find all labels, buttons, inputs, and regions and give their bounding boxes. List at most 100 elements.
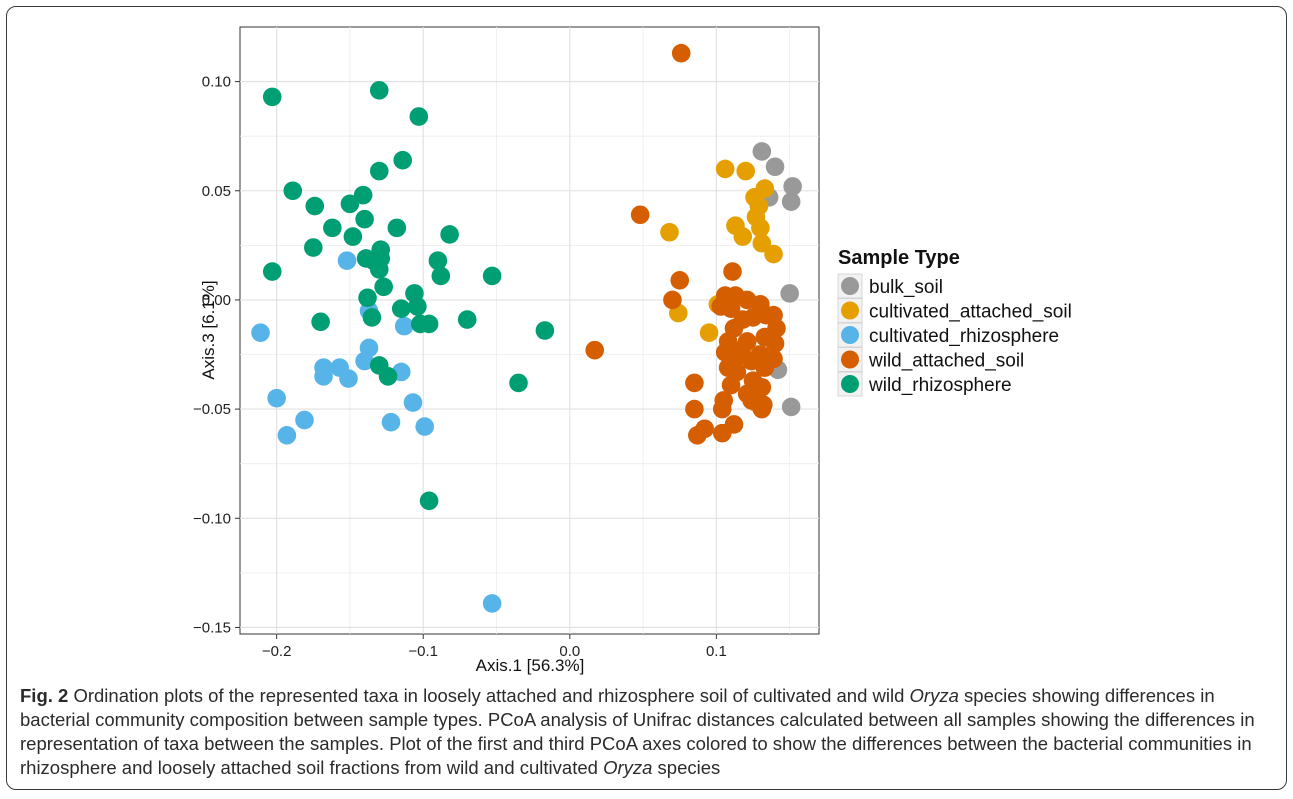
point-bulk-soil (765, 157, 785, 177)
point-wild-attached-soil (685, 399, 704, 419)
point-cultivated-attached-soil (736, 161, 756, 181)
point-wild-rhizosphere (369, 81, 389, 100)
x-tick-label: 0.1 (706, 643, 727, 660)
point-wild-rhizosphere (340, 194, 360, 214)
point-wild-rhizosphere (305, 196, 325, 216)
point-wild-rhizosphere (419, 491, 439, 511)
point-wild-attached-soil (670, 270, 690, 290)
point-cultivated-rhizosphere (277, 426, 297, 445)
legend-label-wild-rhizosphere: wild_rhizosphere (868, 375, 1012, 396)
point-wild-rhizosphere (353, 185, 373, 205)
point-cultivated-attached-soil (752, 233, 772, 253)
point-cultivated-rhizosphere (295, 410, 314, 430)
x-tick-label: −0.1 (408, 643, 438, 660)
point-wild-rhizosphere (482, 266, 502, 286)
point-cultivated-rhizosphere (339, 369, 358, 388)
legend-swatch-cultivated-attached-soil (841, 301, 859, 320)
point-cultivated-rhizosphere (482, 594, 502, 613)
y-tick-label: 0.00 (202, 292, 231, 309)
point-wild-rhizosphere (374, 277, 393, 297)
point-wild-rhizosphere (369, 161, 389, 181)
point-bulk-soil (781, 192, 801, 211)
point-wild-rhizosphere (378, 367, 398, 386)
point-wild-rhizosphere (362, 308, 382, 327)
axis-ticks: −0.2 −0.1 0.0 0.1 −0.15 −0.10 −0.05 0.00 0.05 0.1… (193, 74, 727, 660)
point-wild-attached-soil (721, 299, 741, 318)
figure-label: Fig. 2 (20, 685, 69, 706)
point-wild-rhizosphere (303, 238, 323, 257)
y-tick-label: −0.10 (193, 510, 231, 527)
point-cultivated-attached-soil (733, 227, 753, 246)
caption-text-2: species showing differences in bacterial… (20, 685, 1255, 778)
point-wild-rhizosphere (457, 310, 477, 329)
point-cultivated-attached-soil (699, 323, 719, 342)
point-wild-attached-soil (685, 373, 704, 393)
caption-italic-oryza-2: Oryza (603, 757, 653, 778)
point-wild-rhizosphere (408, 297, 427, 316)
point-cultivated-rhizosphere (381, 412, 401, 432)
y-tick-label: −0.05 (193, 401, 231, 418)
point-wild-attached-soil (752, 377, 772, 397)
point-cultivated-rhizosphere (394, 316, 414, 336)
caption-italic-oryza-1: Oryza (909, 685, 959, 706)
point-cultivated-attached-soil (715, 159, 735, 179)
point-wild-attached-soil (723, 262, 742, 281)
point-wild-attached-soil (688, 426, 707, 445)
point-wild-rhizosphere (369, 260, 389, 279)
legend-label-cultivated-rhizosphere: cultivated_rhizosphere (869, 326, 1059, 347)
point-cultivated-rhizosphere (337, 251, 357, 270)
point-cultivated-rhizosphere (314, 367, 333, 386)
point-bulk-soil (780, 284, 799, 303)
point-wild-rhizosphere (262, 262, 282, 281)
point-wild-rhizosphere (440, 225, 459, 244)
point-wild-rhizosphere (343, 227, 363, 246)
legend-label-bulk-soil: bulk_soil (869, 277, 943, 298)
point-bulk-soil (752, 142, 772, 161)
point-wild-rhizosphere (419, 314, 439, 334)
x-tick-label: 0.0 (559, 643, 580, 660)
point-wild-attached-soil (743, 308, 763, 327)
figure-caption: Fig. 2 Ordination plots of the represent… (20, 684, 1275, 780)
point-wild-attached-soil (721, 375, 741, 395)
point-cultivated-rhizosphere (267, 388, 286, 408)
point-bulk-soil (783, 177, 802, 196)
point-cultivated-rhizosphere (415, 417, 434, 436)
legend-swatch-wild-attached-soil (841, 350, 859, 369)
point-wild-rhizosphere (387, 218, 407, 238)
point-wild-rhizosphere (283, 181, 303, 201)
point-wild-rhizosphere (323, 218, 342, 238)
caption-text-1: Ordination plots of the represented taxa… (68, 685, 910, 706)
point-wild-attached-soil (585, 340, 605, 360)
caption-text-3: species (652, 757, 721, 778)
pcoa-scatter-plot: −0.2 −0.1 0.0 0.1 −0.15 −0.10 −0.05 0.00 0.05 0.1… (193, 26, 1072, 675)
point-wild-rhizosphere (428, 251, 448, 270)
point-wild-rhizosphere (509, 373, 528, 393)
point-wild-attached-soil (765, 334, 785, 353)
point-cultivated-rhizosphere (251, 323, 270, 342)
y-axis-label: Axis.3 [6.1%] (199, 280, 218, 379)
point-cultivated-rhizosphere (355, 351, 374, 371)
legend: Sample Type bulk_soil cultivated_attached… (837, 247, 1072, 397)
point-wild-attached-soil (630, 205, 650, 225)
point-cultivated-attached-soil (660, 222, 679, 242)
point-wild-rhizosphere (431, 266, 451, 286)
y-tick-label: 0.10 (202, 74, 231, 91)
legend-swatch-cultivated-rhizosphere (841, 326, 859, 344)
legend-label-cultivated-attached-soil: cultivated_attached_soil (869, 302, 1072, 323)
data-points (251, 43, 802, 613)
point-bulk-soil (781, 397, 801, 417)
point-wild-rhizosphere (262, 87, 282, 107)
point-wild-rhizosphere (393, 150, 413, 170)
point-wild-attached-soil (671, 43, 691, 63)
point-wild-rhizosphere (358, 288, 377, 308)
point-wild-attached-soil (712, 399, 732, 419)
x-tick-label: −0.2 (262, 643, 292, 660)
point-wild-rhizosphere (311, 312, 330, 332)
point-wild-attached-soil (752, 399, 772, 419)
y-tick-label: 0.05 (202, 183, 231, 200)
point-wild-rhizosphere (355, 209, 374, 229)
point-cultivated-attached-soil (751, 218, 770, 238)
legend-label-wild-attached-soil: wild_attached_soil (868, 351, 1024, 372)
y-tick-label: −0.15 (193, 619, 231, 636)
legend-swatch-wild-rhizosphere (841, 375, 859, 393)
